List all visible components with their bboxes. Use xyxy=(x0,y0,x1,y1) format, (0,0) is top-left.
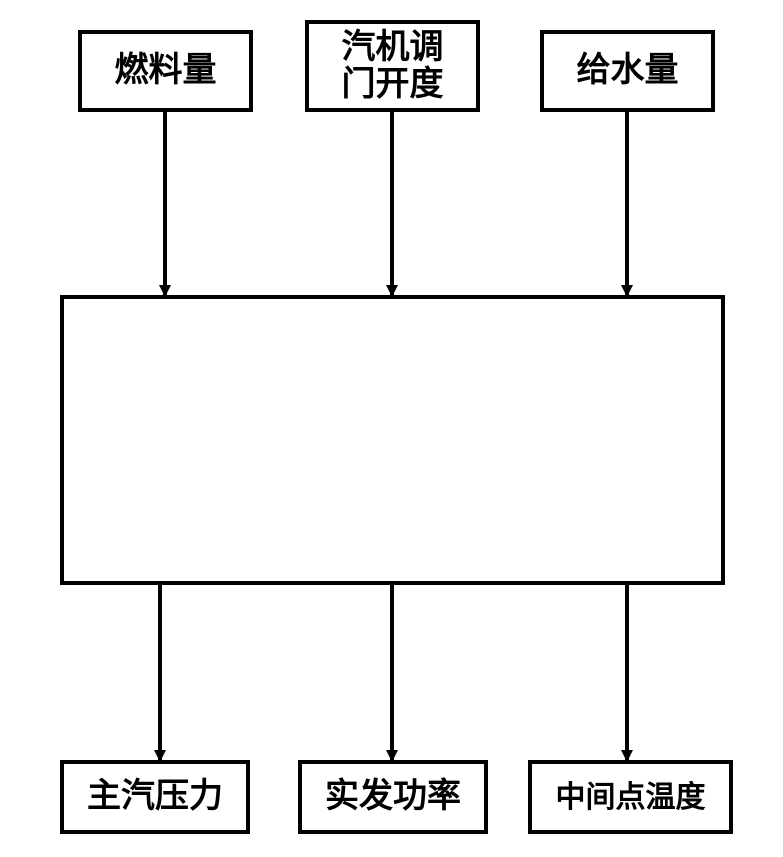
input-box-valve: 汽机调 门开度 xyxy=(305,20,480,112)
input-box-water: 给水量 xyxy=(540,30,715,112)
output-box-temp: 中间点温度 xyxy=(528,760,733,834)
input-label-fuel: 燃料量 xyxy=(115,52,217,89)
output-box-power: 实发功率 xyxy=(298,760,488,834)
input-label-water: 给水量 xyxy=(577,52,679,89)
output-box-pressure: 主汽压力 xyxy=(60,760,250,834)
center-box xyxy=(60,295,725,585)
output-label-temp: 中间点温度 xyxy=(556,781,706,814)
output-label-power: 实发功率 xyxy=(325,778,461,815)
output-label-pressure: 主汽压力 xyxy=(87,778,223,815)
input-label-valve: 汽机调 门开度 xyxy=(342,29,444,104)
input-box-fuel: 燃料量 xyxy=(78,30,253,112)
